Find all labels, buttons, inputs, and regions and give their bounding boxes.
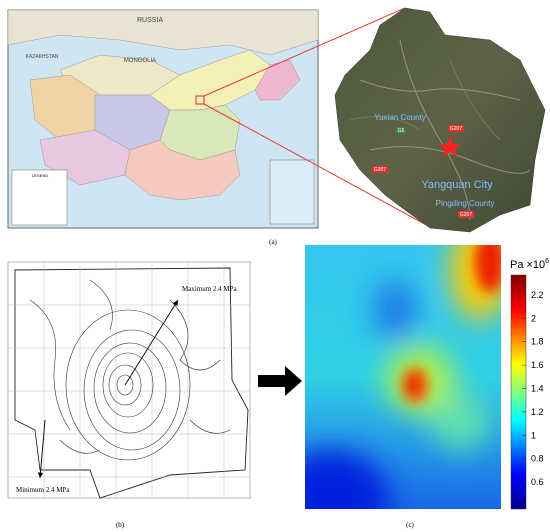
road-label: G5: [398, 128, 405, 134]
colorbar-tick-label: 1.8: [531, 337, 544, 347]
arrow: [258, 366, 302, 396]
panel-label: (c): [406, 521, 414, 529]
colorbar-title: Pa ×106: [510, 258, 549, 271]
panel-label: (a): [269, 238, 277, 246]
colorbar: Pa ×106 0.6 0.8 1 1.2 1.4 1.6 1.8 2 2.2: [510, 258, 549, 510]
site-label: Pingding County: [436, 199, 495, 208]
map-label: MONGOLIA: [124, 58, 156, 64]
colorbar-tick-label: 0.8: [531, 454, 544, 464]
site-label: Yuxian County: [374, 113, 426, 122]
colorbar-tick-label: 2.2: [531, 290, 544, 300]
colorbar-tick-label: 2: [531, 313, 536, 323]
satellite-image: [334, 7, 546, 233]
connector-line: [203, 103, 433, 229]
colorbar-title-text: Pa ×10: [510, 259, 545, 271]
annotation: Minimum 2.4 MPa: [16, 486, 70, 494]
site-label: Yangquan City: [421, 179, 493, 191]
map-label: KAZAKHSTAN: [26, 54, 59, 60]
map-label: RUSSIA: [137, 17, 163, 24]
annotation: Maximum 2.4 MPa: [182, 285, 238, 293]
legend-title: LEGEND: [32, 173, 49, 178]
heatmap: [305, 245, 501, 509]
colorbar-tick-label: 1.2: [531, 407, 544, 417]
road-label: G307: [374, 167, 386, 173]
colorbar-exponent: 6: [545, 258, 549, 265]
colorbar-tick-label: 1.6: [531, 360, 544, 370]
panel-label: (b): [116, 521, 125, 529]
road-label: G207: [450, 126, 462, 132]
contour-map: [7, 261, 251, 499]
colorbar-tick-label: 0.6: [531, 477, 544, 487]
road-label: G207: [460, 212, 472, 218]
china-map: LEGEND RUSSIA MONGOLIA KAZAKHSTAN: [7, 9, 319, 229]
colorbar-tick-label: 1: [531, 430, 536, 440]
colorbar-tick-label: 1.4: [531, 383, 544, 393]
connector-line: [203, 7, 406, 97]
